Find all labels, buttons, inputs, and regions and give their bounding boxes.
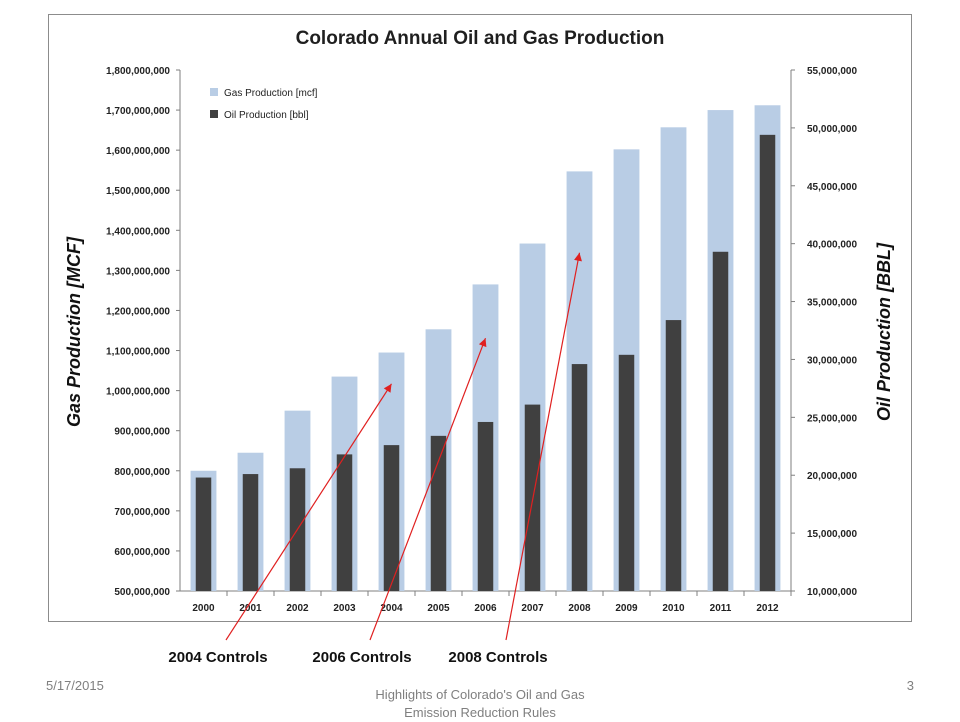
oil-bar-2011	[712, 251, 729, 591]
y2-tick-label: 20,000,000	[807, 471, 857, 482]
footer-title: Highlights of Colorado's Oil and Gas Emi…	[330, 686, 630, 722]
chart-title: Colorado Annual Oil and Gas Production	[296, 28, 665, 49]
oil-bar-2001	[242, 474, 259, 591]
y2-tick-label: 35,000,000	[807, 298, 857, 309]
y2-tick-label: 10,000,000	[807, 587, 857, 598]
x-tick-label: 2007	[521, 603, 544, 614]
y2-tick-label: 50,000,000	[807, 124, 857, 135]
callout-arrowhead-2006	[478, 338, 487, 348]
y2-tick-label: 40,000,000	[807, 240, 857, 251]
legend-swatch-oil	[210, 110, 218, 118]
callout-arrowhead-2004	[383, 383, 392, 393]
y-tick-label: 1,300,000,000	[106, 266, 170, 277]
y-tick-label: 800,000,000	[114, 467, 170, 478]
footer-title-line1: Highlights of Colorado's Oil and Gas	[375, 687, 585, 702]
legend-box	[202, 78, 352, 122]
y-axis-title: Gas Production [MCF]	[64, 236, 84, 427]
x-tick-label: 2000	[192, 603, 215, 614]
callout-label: 2006 Controls	[312, 649, 411, 666]
y-tick-label: 500,000,000	[114, 587, 170, 598]
y2-tick-label: 15,000,000	[807, 529, 857, 540]
y-tick-label: 1,700,000,000	[106, 106, 170, 117]
callout-arrow-2004	[225, 383, 393, 641]
y2-tick-label: 45,000,000	[807, 182, 857, 193]
y-tick-label: 1,600,000,000	[106, 146, 170, 157]
oil-bar-2008	[571, 364, 588, 591]
legend-label-oil: Oil Production [bbl]	[224, 110, 309, 121]
y-tick-label: 700,000,000	[114, 507, 170, 518]
x-tick-label: 2011	[710, 603, 732, 614]
x-tick-label: 2001	[239, 603, 262, 614]
x-tick-label: 2009	[615, 603, 638, 614]
legend-label-gas: Gas Production [mcf]	[224, 88, 318, 99]
x-tick-label: 2012	[756, 603, 779, 614]
y-tick-label: 900,000,000	[114, 427, 170, 438]
y2-tick-label: 55,000,000	[807, 66, 857, 77]
callout-label: 2004 Controls	[168, 649, 267, 666]
x-tick-label: 2003	[333, 603, 356, 614]
y-tick-label: 1,500,000,000	[106, 186, 170, 197]
x-tick-label: 2010	[662, 603, 685, 614]
oil-bar-2003	[336, 454, 353, 591]
oil-bar-2006	[477, 421, 494, 591]
callout-label: 2008 Controls	[448, 649, 547, 666]
y-tick-label: 600,000,000	[114, 547, 170, 558]
oil-bar-2005	[430, 435, 447, 591]
oil-bar-2009	[618, 354, 635, 591]
y-tick-label: 1,800,000,000	[106, 66, 170, 77]
oil-bar-2010	[665, 320, 682, 591]
x-tick-label: 2006	[474, 603, 497, 614]
y-tick-label: 1,400,000,000	[106, 226, 170, 237]
x-tick-label: 2004	[380, 603, 403, 614]
callout-arrowhead-2008	[574, 252, 582, 262]
legend-swatch-gas	[210, 88, 218, 96]
x-tick-label: 2008	[568, 603, 591, 614]
y2-tick-label: 25,000,000	[807, 413, 857, 424]
callout-arrow-2008	[505, 252, 581, 641]
footer-title-line2: Emission Reduction Rules	[404, 705, 556, 720]
callout-arrow-2006	[369, 337, 487, 641]
y-tick-label: 1,000,000,000	[106, 387, 170, 398]
y-tick-label: 1,200,000,000	[106, 306, 170, 317]
page-number: 3	[906, 678, 914, 693]
x-tick-label: 2005	[427, 603, 450, 614]
oil-bar-2004	[383, 445, 400, 591]
x-tick-label: 2002	[286, 603, 309, 614]
y-tick-label: 1,100,000,000	[106, 347, 170, 358]
oil-bar-2012	[759, 134, 776, 591]
oil-bar-2000	[195, 477, 212, 591]
y2-tick-label: 30,000,000	[807, 355, 857, 366]
footer-date: 5/17/2015	[46, 678, 104, 693]
y2-axis-title: Oil Production [BBL]	[874, 242, 894, 421]
